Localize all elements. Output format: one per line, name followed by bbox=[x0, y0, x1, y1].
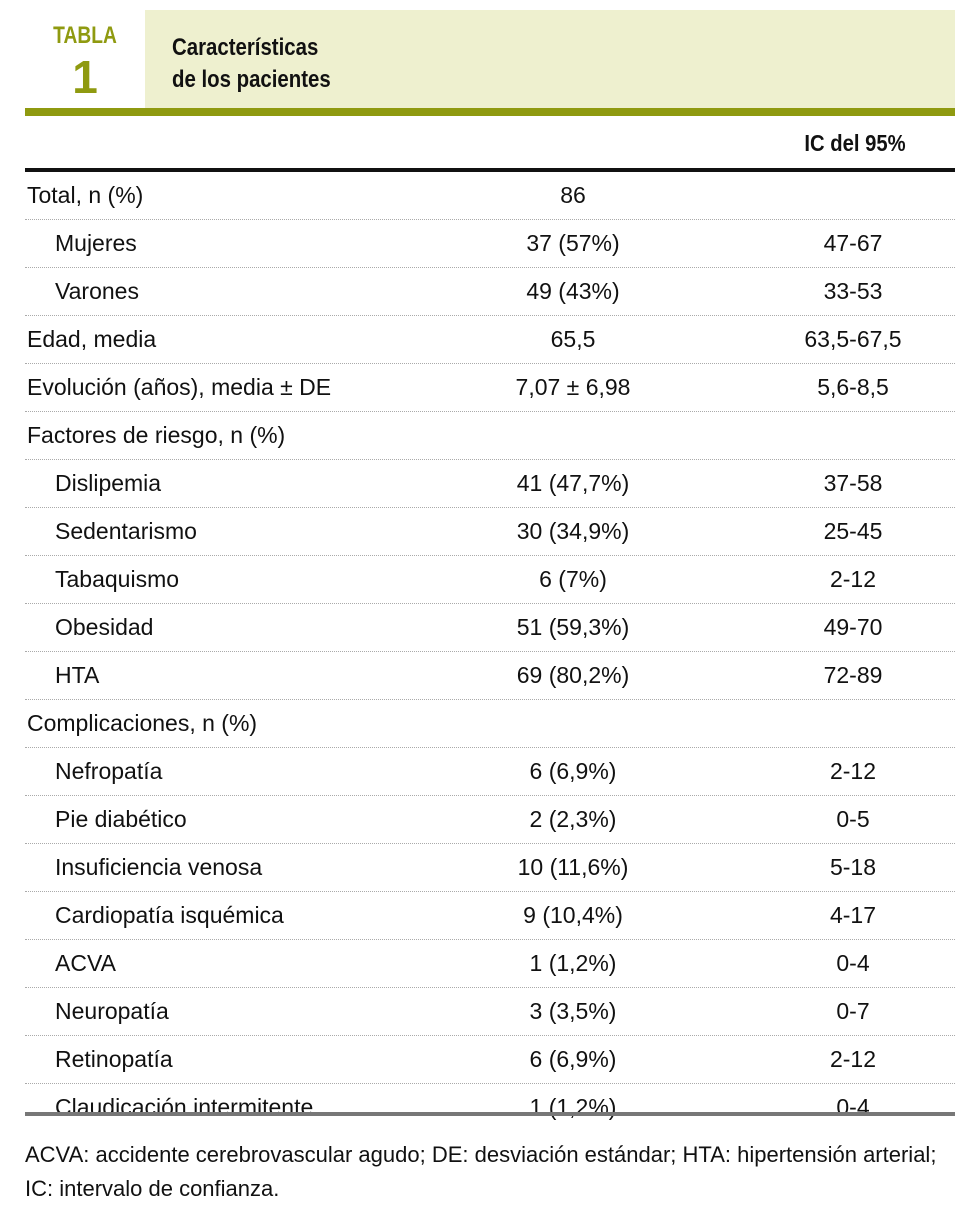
row-label: HTA bbox=[55, 662, 100, 688]
header-rule bbox=[25, 108, 955, 116]
row-label: Insuficiencia venosa bbox=[55, 854, 263, 880]
table-row: Tabaquismo 6 (7%) 2-12 bbox=[25, 556, 955, 604]
row-label: Dislipemia bbox=[55, 470, 162, 496]
row-ci: 5,6-8,5 bbox=[817, 374, 889, 400]
table-row: Retinopatía 6 (6,9%) 2-12 bbox=[25, 1036, 955, 1084]
row-value: 49 (43%) bbox=[526, 278, 620, 304]
row-value: 6 (6,9%) bbox=[529, 1046, 617, 1072]
row-label: Claudicación intermitente bbox=[55, 1094, 314, 1120]
title-box: Características de los pacientes bbox=[145, 10, 955, 108]
row-ci: 2-12 bbox=[829, 758, 877, 784]
row-value: 6 (6,9%) bbox=[529, 758, 617, 784]
table-row: Complicaciones, n (%) bbox=[25, 700, 955, 748]
table-row: Neuropatía 3 (3,5%) 0-7 bbox=[25, 988, 955, 1036]
row-ci: 72-89 bbox=[823, 662, 883, 688]
row-label: Varones bbox=[55, 278, 139, 304]
row-label: Edad, media bbox=[27, 326, 157, 352]
row-ci: 0-5 bbox=[836, 806, 870, 832]
row-value: 2 (2,3%) bbox=[529, 806, 617, 832]
table-row: HTA 69 (80,2%) 72-89 bbox=[25, 652, 955, 700]
row-label: Neuropatía bbox=[55, 998, 169, 1024]
row-ci: 0-4 bbox=[836, 950, 870, 976]
table-row: Nefropatía 6 (6,9%) 2-12 bbox=[25, 748, 955, 796]
row-ci: 25-45 bbox=[823, 518, 883, 544]
row-label: ACVA bbox=[55, 950, 116, 976]
row-label: Sedentarismo bbox=[55, 518, 197, 544]
table-row: Obesidad 51 (59,3%) 49-70 bbox=[25, 604, 955, 652]
row-value: 65,5 bbox=[550, 326, 596, 352]
table-label: TABLA bbox=[53, 22, 117, 49]
row-value: 1 (1,2%) bbox=[529, 1094, 617, 1120]
row-value: 86 bbox=[560, 182, 586, 208]
rule bbox=[25, 168, 955, 172]
row-ci: 37-58 bbox=[823, 470, 883, 496]
row-label: Cardiopatía isquémica bbox=[55, 902, 284, 928]
footnote: ACVA: accidente cerebrovascular agudo; D… bbox=[25, 1142, 937, 1201]
row-value: 30 (34,9%) bbox=[516, 518, 630, 544]
row-ci: 47-67 bbox=[823, 230, 883, 256]
row-ci: 2-12 bbox=[829, 566, 877, 592]
title: de los pacientes bbox=[172, 66, 331, 93]
row-value: 10 (11,6%) bbox=[517, 854, 629, 880]
title: Características bbox=[172, 34, 319, 61]
row-value: 41 (47,7%) bbox=[516, 470, 630, 496]
table-row: Evolución (años), media ± DE 7,07 ± 6,98 5… bbox=[25, 364, 955, 412]
row-label: Evolución (años), media ± DE bbox=[27, 374, 332, 400]
table-row: Insuficiencia venosa 10 (11,6%) 5-18 bbox=[25, 844, 955, 892]
table-row: Edad, media 65,5 63,5-67,5 bbox=[25, 316, 955, 364]
row-value: 37 (57%) bbox=[526, 230, 620, 256]
row-ci: 0-7 bbox=[836, 998, 870, 1024]
row-ci: 0-4 bbox=[836, 1094, 870, 1120]
row-value: 3 (3,5%) bbox=[529, 998, 617, 1024]
row-ci: 63,5-67,5 bbox=[804, 326, 902, 352]
row-label: Obesidad bbox=[55, 614, 154, 640]
row-ci: 49-70 bbox=[823, 614, 883, 640]
row-value: 69 (80,2%) bbox=[516, 662, 630, 688]
table-row: Claudicación intermitente 1 (1,2%) 0-4 bbox=[25, 1084, 955, 1131]
table-row: ACVA 1 (1,2%) 0-4 bbox=[25, 940, 955, 988]
row-label: Total, n (%) bbox=[27, 182, 144, 208]
row-ci: 5-18 bbox=[829, 854, 877, 880]
table-number: 1 bbox=[72, 51, 98, 103]
table-row: Factores de riesgo, n (%) bbox=[25, 412, 955, 460]
row-value: 7,07 ± 6,98 bbox=[515, 374, 631, 400]
row-label: Retinopatía bbox=[55, 1046, 173, 1072]
row-value: 6 (7%) bbox=[539, 566, 607, 592]
row-ci: 33-53 bbox=[823, 278, 883, 304]
row-label: Complicaciones, n (%) bbox=[27, 710, 258, 736]
column-header: IC del 95% bbox=[804, 130, 906, 156]
row-ci: 2-12 bbox=[829, 1046, 877, 1072]
row-label: Mujeres bbox=[55, 230, 137, 256]
table-row: Mujeres 37 (57%) 47-67 bbox=[25, 220, 955, 268]
row-value: 9 (10,4%) bbox=[523, 902, 623, 928]
row-label: Pie diabético bbox=[55, 806, 187, 832]
table-row: Sedentarismo 30 (34,9%) 25-45 bbox=[25, 508, 955, 556]
table-row: Dislipemia 41 (47,7%) 37-58 bbox=[25, 460, 955, 508]
row-label: Factores de riesgo, n (%) bbox=[27, 422, 286, 448]
table-row: Total, n (%) 86 bbox=[25, 172, 955, 220]
rule bbox=[25, 1112, 955, 1116]
row-label: Tabaquismo bbox=[55, 566, 180, 592]
row-label: Nefropatía bbox=[55, 758, 163, 784]
table-body: Total, n (%) 86 Mujeres 37 (57%) 47-67 Varone… bbox=[25, 172, 955, 1131]
row-ci: 4-17 bbox=[829, 902, 877, 928]
table-row: Cardiopatía isquémica 9 (10,4%) 4-17 bbox=[25, 892, 955, 940]
row-value: 1 (1,2%) bbox=[529, 950, 617, 976]
table-row: Varones 49 (43%) 33-53 bbox=[25, 268, 955, 316]
table-row: Pie diabético 2 (2,3%) 0-5 bbox=[25, 796, 955, 844]
table-label-box: TABLA 1 bbox=[25, 10, 145, 108]
row-value: 51 (59,3%) bbox=[516, 614, 630, 640]
